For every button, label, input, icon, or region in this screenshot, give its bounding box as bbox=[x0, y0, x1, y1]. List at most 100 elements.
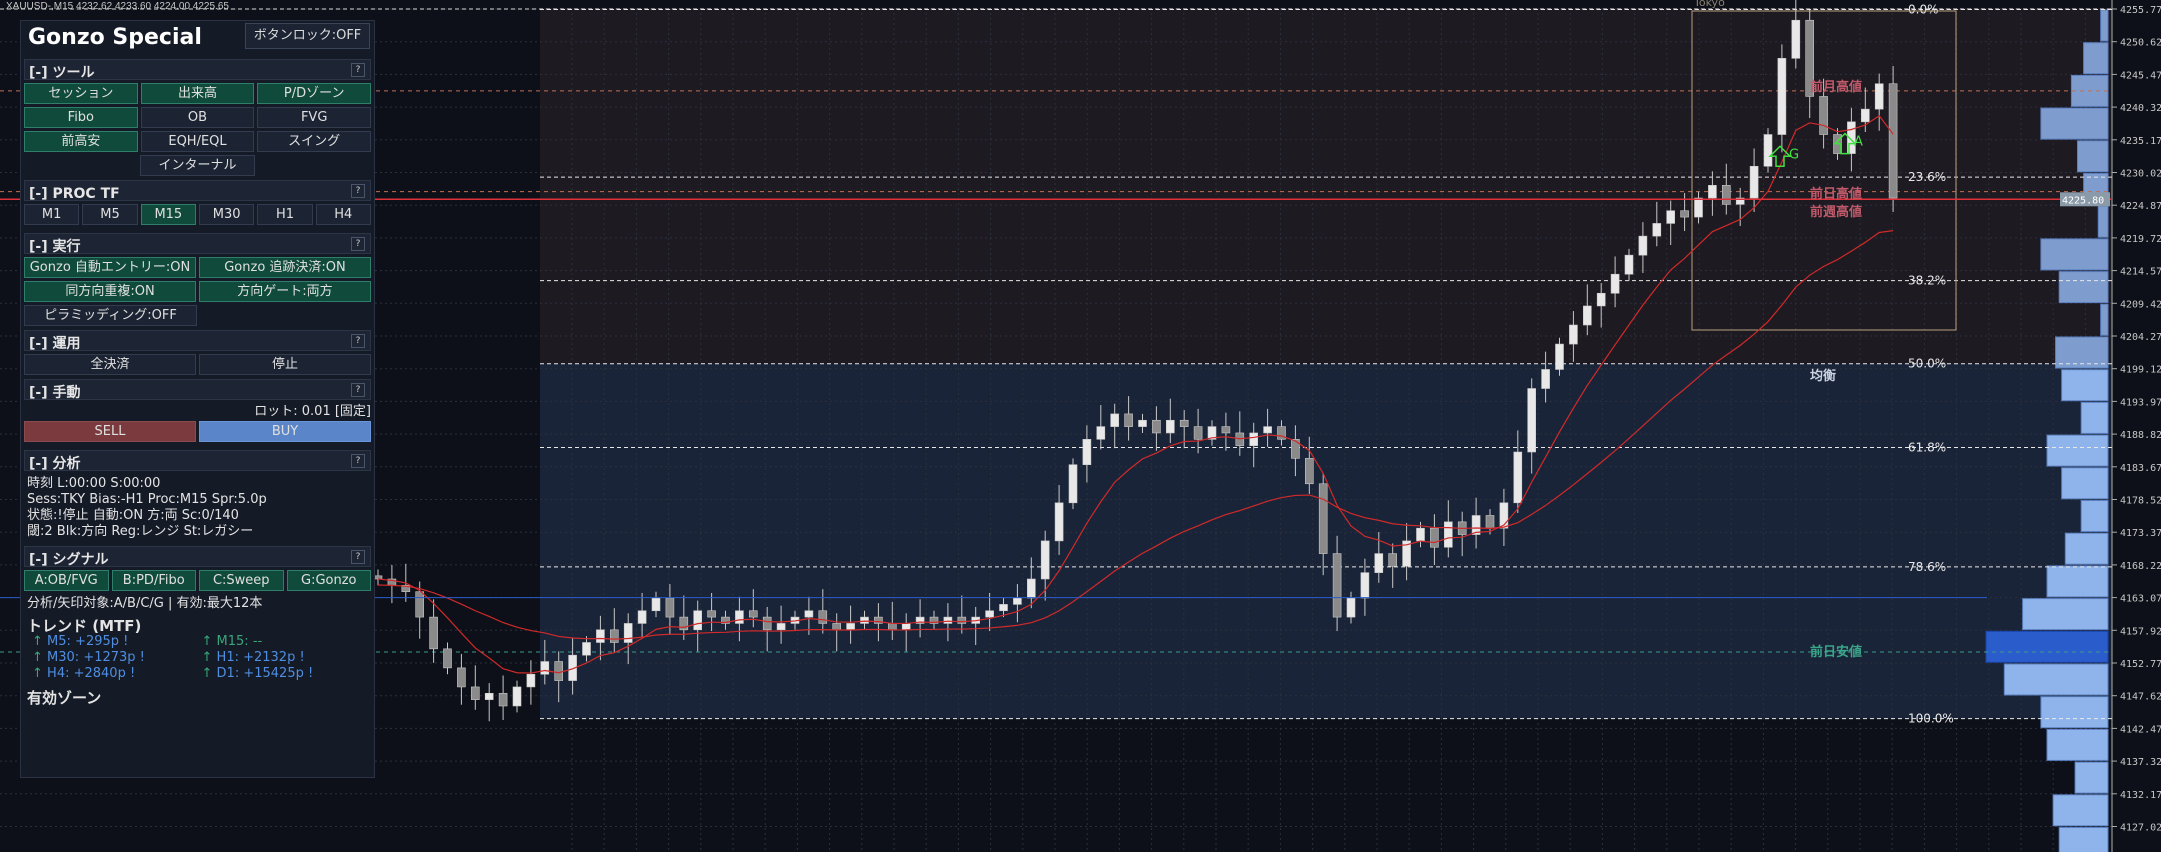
tool-button[interactable]: 前高安 bbox=[24, 131, 138, 152]
volume-profile-bar bbox=[2058, 827, 2109, 852]
candle-body bbox=[1624, 254, 1634, 275]
section-manual[interactable]: [-] 手動? bbox=[24, 379, 371, 400]
help-icon[interactable]: ? bbox=[351, 184, 365, 198]
candle-body bbox=[1527, 388, 1536, 453]
arrow-up-icon: ↑ bbox=[32, 634, 43, 649]
tf-button-h4[interactable]: H4 bbox=[315, 204, 371, 225]
signal-button[interactable]: B:PD/Fibo bbox=[111, 570, 196, 591]
tool-button[interactable]: 出来高 bbox=[140, 83, 255, 104]
candle-body bbox=[1013, 597, 1022, 605]
volume-profile-bar bbox=[2046, 728, 2109, 761]
volume-profile-bar bbox=[2022, 598, 2109, 631]
fib-level-label: 78.6% bbox=[1908, 560, 1946, 574]
candle-body bbox=[1555, 343, 1564, 370]
candle-body bbox=[762, 616, 772, 631]
exec-toggle[interactable]: Gonzo 追跡決済:ON bbox=[199, 257, 371, 278]
tf-button-h1[interactable]: H1 bbox=[257, 204, 313, 225]
exec-toggle[interactable]: 同方向重複:ON bbox=[24, 281, 196, 302]
help-icon[interactable]: ? bbox=[351, 454, 365, 468]
tool-button[interactable]: Fibo bbox=[24, 107, 138, 128]
volume-profile-bar bbox=[2097, 205, 2109, 238]
tool-button[interactable]: セッション bbox=[24, 83, 138, 104]
trend-value: M5: +295p ! bbox=[47, 634, 129, 649]
tool-button[interactable]: インターナル bbox=[140, 155, 255, 176]
candle-body bbox=[1054, 502, 1064, 542]
button-lock-toggle[interactable]: ボタンロック:OFF bbox=[245, 23, 370, 49]
help-icon[interactable]: ? bbox=[351, 237, 365, 251]
volume-profile-bar bbox=[2074, 761, 2109, 794]
volume-profile-bar bbox=[2003, 663, 2109, 696]
candle-body bbox=[443, 648, 452, 669]
candle-body bbox=[540, 661, 550, 675]
help-icon[interactable]: ? bbox=[351, 383, 365, 397]
level-label: 前日安値 bbox=[1810, 644, 1862, 660]
trend-item: ↑ D1: +15425p ! bbox=[202, 666, 372, 682]
candle-body bbox=[1749, 165, 1759, 199]
signal-note: 分析/矢印対象:A/B/C/G | 有効:最大12本 bbox=[27, 596, 263, 611]
section-signal[interactable]: [-] シグナル? bbox=[24, 546, 371, 567]
level-label: 前日高値 bbox=[1810, 186, 1862, 202]
price-tick-label: 4224.87 bbox=[2120, 201, 2161, 212]
candle-body bbox=[1388, 553, 1397, 567]
volume-profile-bar bbox=[2080, 401, 2109, 434]
volume-profile-bar bbox=[2061, 467, 2109, 500]
tokyo-session-box bbox=[1691, 10, 1957, 331]
help-icon[interactable]: ? bbox=[351, 550, 365, 564]
candle-body bbox=[1791, 19, 1801, 59]
candle-body bbox=[401, 585, 411, 592]
section-title: [-] 運用 bbox=[29, 336, 81, 351]
tool-button[interactable]: P/Dゾーン bbox=[257, 83, 372, 104]
tf-button-m30[interactable]: M30 bbox=[198, 204, 255, 225]
buy-button[interactable]: BUY bbox=[199, 421, 371, 442]
candle-body bbox=[1068, 464, 1078, 504]
tf-button-m15[interactable]: M15 bbox=[140, 204, 196, 225]
tf-button-m1[interactable]: M1 bbox=[24, 204, 80, 225]
section-tools[interactable]: [-] ツール? bbox=[24, 59, 371, 80]
candle-body bbox=[609, 629, 619, 643]
price-tick-label: 4188.82 bbox=[2120, 430, 2161, 441]
candle-body bbox=[1541, 369, 1550, 389]
exec-toggle[interactable]: Gonzo 自動エントリー:ON bbox=[24, 257, 196, 278]
price-tick-label: 4163.07 bbox=[2120, 594, 2161, 605]
candle-body bbox=[887, 623, 897, 631]
candle-body bbox=[637, 610, 647, 624]
volume-profile-bar bbox=[2061, 369, 2109, 402]
tool-button[interactable]: スイング bbox=[257, 131, 372, 152]
signal-button[interactable]: C:Sweep bbox=[199, 570, 284, 591]
candle-body bbox=[429, 616, 438, 650]
candle-body bbox=[1596, 292, 1606, 307]
close-all-button[interactable]: 全決済 bbox=[24, 354, 196, 375]
section-title: [-] ツール bbox=[29, 65, 95, 80]
section-exec[interactable]: [-] 実行? bbox=[24, 233, 371, 254]
candle-body bbox=[554, 661, 564, 681]
section-proc-tf[interactable]: [-] PROC TF? bbox=[24, 180, 371, 201]
sell-button[interactable]: SELL bbox=[24, 421, 196, 442]
price-tick-label: 4178.52 bbox=[2120, 496, 2161, 507]
section-analysis[interactable]: [-] 分析? bbox=[24, 450, 371, 471]
signal-button[interactable]: A:OB/FVG bbox=[24, 570, 109, 591]
candle-body bbox=[1874, 83, 1884, 110]
tf-button-m5[interactable]: M5 bbox=[82, 204, 138, 225]
candle-body bbox=[901, 623, 911, 631]
price-tick-label: 4157.92 bbox=[2120, 626, 2161, 637]
tool-button[interactable]: EQH/EQL bbox=[140, 131, 255, 152]
signal-button[interactable]: G:Gonzo bbox=[286, 570, 371, 591]
panel-title: Gonzo Special bbox=[28, 25, 202, 50]
exec-toggle[interactable]: ピラミッディング:OFF bbox=[24, 305, 197, 326]
tool-button[interactable]: FVG bbox=[257, 107, 372, 128]
candle-body bbox=[1221, 426, 1231, 434]
trend-item: ↑ M15: -- bbox=[202, 634, 372, 650]
trend-item: ↑ M5: +295p ! bbox=[32, 634, 202, 650]
volume-profile-bar bbox=[2040, 696, 2109, 729]
help-icon[interactable]: ? bbox=[351, 63, 365, 77]
arrow-up-icon: ↑ bbox=[32, 666, 43, 681]
help-icon[interactable]: ? bbox=[351, 334, 365, 348]
candle-body bbox=[1360, 572, 1370, 599]
candle-body bbox=[582, 642, 591, 656]
stop-button[interactable]: 停止 bbox=[199, 354, 371, 375]
section-ops[interactable]: [-] 運用? bbox=[24, 330, 371, 351]
candle-body bbox=[1610, 273, 1620, 294]
exec-toggle[interactable]: 方向ゲート:両方 bbox=[199, 281, 371, 302]
candle-body bbox=[498, 692, 508, 707]
tool-button[interactable]: OB bbox=[140, 107, 255, 128]
